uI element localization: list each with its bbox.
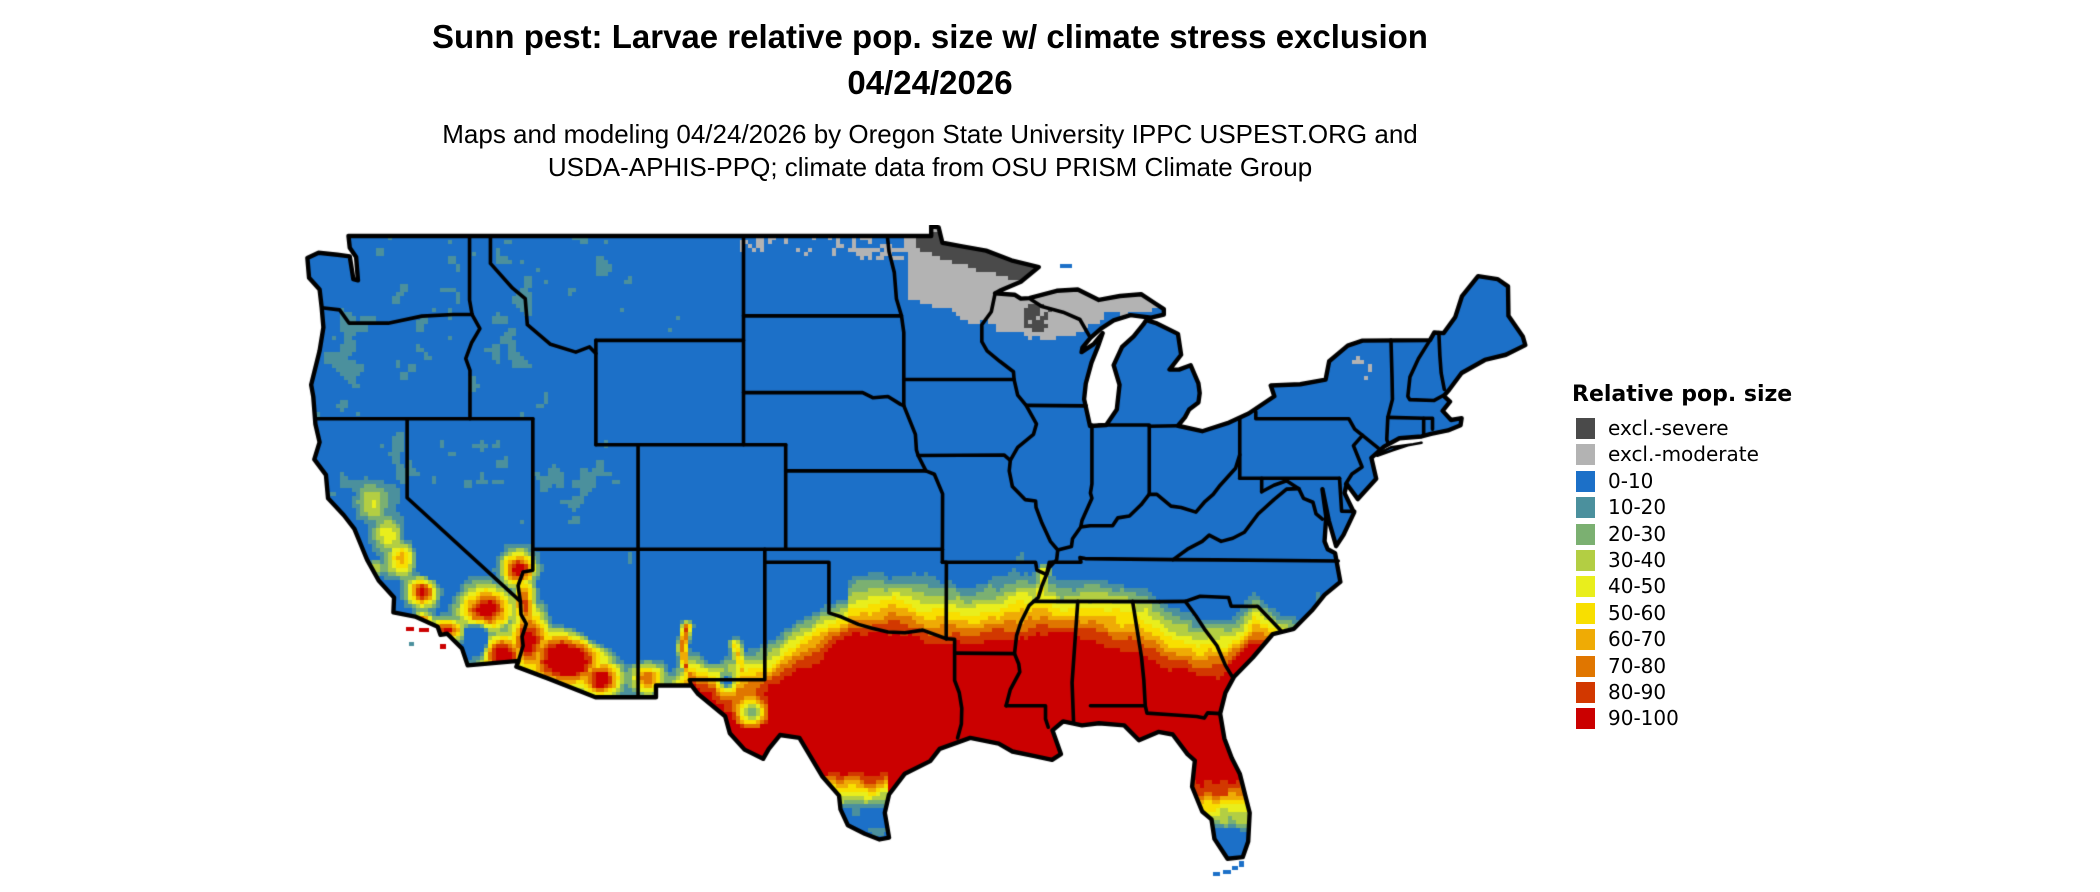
legend-swatch: [1576, 497, 1595, 519]
legend-item: 0-10: [1572, 468, 1792, 493]
legend-swatch: [1576, 681, 1595, 703]
legend-label: 0-10: [1608, 468, 1654, 493]
legend-item: 30-40: [1572, 547, 1792, 572]
legend-swatch: [1576, 576, 1595, 598]
legend-item: 70-80: [1572, 653, 1792, 678]
legend-item: 80-90: [1572, 679, 1792, 704]
legend-item: 60-70: [1572, 627, 1792, 652]
legend-label: excl.-moderate: [1608, 442, 1759, 467]
map-subtitle-line2: USDA-APHIS-PPQ; climate data from OSU PR…: [547, 152, 1313, 183]
legend-label: 20-30: [1608, 521, 1667, 546]
legend-label: 90-100: [1608, 706, 1679, 731]
legend-swatch: [1576, 444, 1595, 466]
map-title-line1: Sunn pest: Larvae relative pop. size w/ …: [432, 18, 1428, 55]
legend-label: excl.-severe: [1608, 416, 1729, 440]
legend-swatch: [1576, 629, 1595, 651]
legend-swatch: [1576, 523, 1595, 545]
legend-label: 80-90: [1608, 679, 1667, 704]
legend-swatch: [1576, 549, 1595, 571]
legend-swatch: [1576, 602, 1595, 624]
legend-label: 40-50: [1608, 574, 1667, 599]
legend-label: 70-80: [1608, 653, 1667, 678]
map-title-line2: 04/24/2026: [847, 63, 1013, 101]
map-title: Sunn pest: Larvae relative pop. size w/ …: [300, 14, 1560, 105]
legend-item: 90-100: [1572, 706, 1792, 731]
map-subtitle: Maps and modeling 04/24/2026 by Oregon S…: [300, 118, 1560, 185]
legend-item: excl.-moderate: [1572, 442, 1792, 467]
legend-swatch: [1576, 470, 1595, 492]
legend-item: excl.-severe: [1572, 418, 1792, 439]
legend-items: excl.-severe excl.-moderate 0-10 10-20 20-30…: [1572, 418, 1792, 731]
legend-label: 30-40: [1608, 547, 1667, 572]
legend-title: Relative pop. size: [1572, 382, 1793, 407]
us-choropleth-map-canvas: [300, 225, 1560, 892]
legend-swatch: [1576, 708, 1595, 730]
legend-label: 10-20: [1608, 495, 1667, 520]
map-subtitle-line1: Maps and modeling 04/24/2026 by Oregon S…: [442, 119, 1418, 150]
legend-item: 20-30: [1572, 521, 1792, 546]
legend-label: 50-60: [1608, 600, 1667, 625]
map-legend: Relative pop. size excl.-severe excl.-mod…: [1572, 382, 1792, 735]
legend-item: 10-20: [1572, 495, 1792, 520]
legend-label: 60-70: [1608, 627, 1667, 652]
legend-item: 50-60: [1572, 600, 1792, 625]
legend-swatch: [1576, 418, 1595, 439]
legend-item: 40-50: [1572, 574, 1792, 599]
title-block: Sunn pest: Larvae relative pop. size w/ …: [300, 14, 1560, 185]
legend-swatch: [1576, 655, 1595, 677]
